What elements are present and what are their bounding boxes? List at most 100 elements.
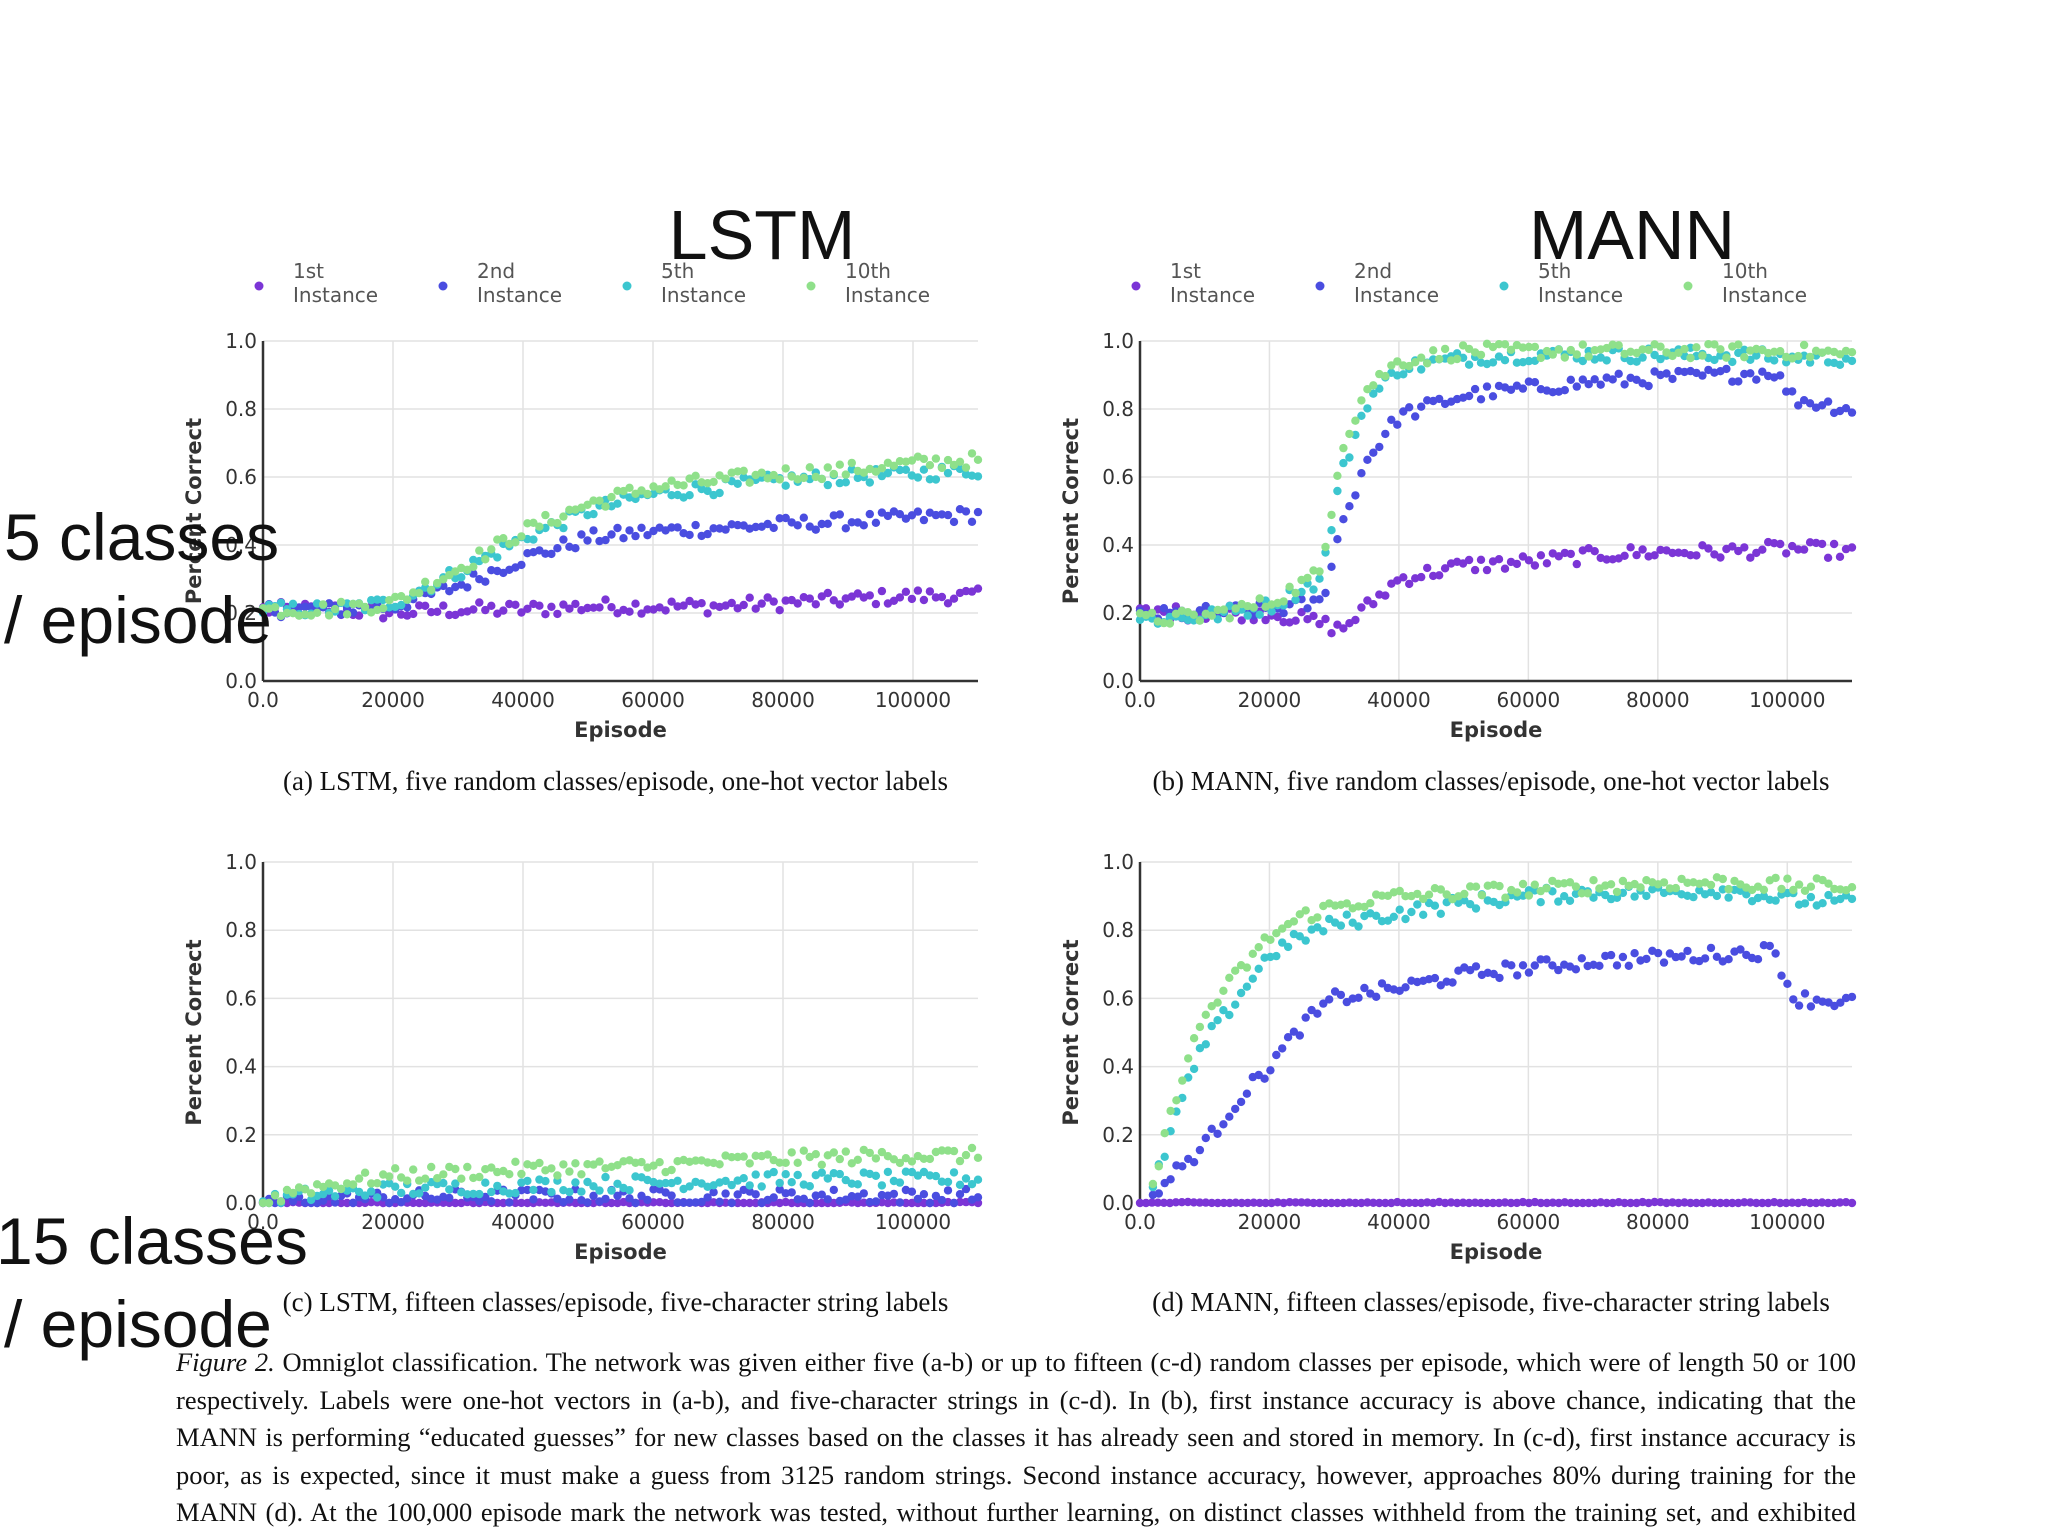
data-point xyxy=(1805,1198,1815,1208)
data-point xyxy=(300,602,310,611)
data-point xyxy=(919,595,929,605)
data-point xyxy=(1602,356,1611,365)
data-point xyxy=(1500,340,1510,349)
data-point xyxy=(1147,1198,1157,1207)
data-point xyxy=(1395,886,1404,896)
row-label-five-classes: 5 classes / episode xyxy=(4,496,279,661)
data-point xyxy=(877,1181,887,1190)
data-point xyxy=(1577,954,1587,963)
data-point xyxy=(949,1198,959,1208)
data-point xyxy=(330,1192,340,1201)
data-point xyxy=(1470,565,1480,575)
data-point xyxy=(1213,1198,1223,1208)
data-point xyxy=(379,1193,388,1202)
data-point xyxy=(1566,345,1576,355)
data-point xyxy=(1333,486,1342,496)
data-point xyxy=(1665,884,1675,893)
data-point xyxy=(1728,357,1737,367)
data-point xyxy=(1794,1001,1804,1010)
x-tick-label-b: 60000 xyxy=(1497,688,1561,712)
data-point xyxy=(877,586,887,596)
y-axis-label-a: Percent Correct xyxy=(182,418,206,604)
data-point xyxy=(889,1189,899,1199)
data-point xyxy=(1606,880,1616,889)
data-point xyxy=(1513,888,1522,897)
data-point xyxy=(763,593,772,602)
legend-marker-5th-a xyxy=(622,281,632,291)
data-point xyxy=(1177,1198,1187,1207)
data-point xyxy=(1835,360,1845,369)
data-point xyxy=(1632,357,1641,366)
data-point xyxy=(601,1194,610,1204)
data-point xyxy=(1671,883,1681,893)
data-point xyxy=(1460,889,1469,899)
data-point xyxy=(1435,571,1444,580)
data-point xyxy=(613,486,622,495)
data-point xyxy=(883,468,893,478)
data-point xyxy=(1632,550,1641,560)
data-point xyxy=(511,538,520,547)
data-point xyxy=(751,522,760,532)
data-point xyxy=(1419,894,1428,904)
data-point xyxy=(1536,1198,1546,1208)
data-point xyxy=(1401,914,1410,924)
data-point xyxy=(1601,890,1610,900)
series-10th-c xyxy=(258,1143,983,1208)
x-tick-label-a: 60000 xyxy=(621,688,685,712)
data-point xyxy=(1811,1198,1821,1208)
data-point xyxy=(451,1179,460,1188)
data-point xyxy=(445,1185,454,1194)
data-point xyxy=(865,509,874,519)
data-point xyxy=(565,604,574,613)
data-point xyxy=(955,1190,965,1199)
data-point xyxy=(751,1190,760,1199)
data-point xyxy=(937,1195,947,1205)
data-point xyxy=(1423,359,1432,368)
data-point xyxy=(817,474,826,484)
data-point xyxy=(258,604,268,613)
data-point xyxy=(919,1198,929,1208)
data-point xyxy=(1301,936,1310,945)
data-point xyxy=(475,1172,484,1182)
data-point xyxy=(1342,899,1352,908)
data-point xyxy=(511,1198,520,1208)
data-point xyxy=(276,598,286,607)
data-point xyxy=(649,489,658,499)
data-point xyxy=(775,514,784,523)
y-tick-label-b: 0.2 xyxy=(1102,601,1134,625)
data-point xyxy=(847,458,856,468)
data-point xyxy=(589,1182,598,1191)
data-point xyxy=(1704,340,1713,349)
data-point xyxy=(1452,1198,1462,1208)
data-point xyxy=(1608,375,1617,384)
data-point xyxy=(901,1167,911,1176)
data-point xyxy=(487,1163,496,1172)
data-point xyxy=(1788,1198,1797,1207)
data-point xyxy=(1824,890,1833,900)
data-point xyxy=(348,1180,358,1189)
row-label-fifteen-classes: 15 classes / episode xyxy=(0,1200,308,1365)
data-point xyxy=(799,1194,808,1204)
data-point xyxy=(913,473,923,482)
data-point xyxy=(547,1164,556,1173)
data-point xyxy=(1375,1198,1384,1208)
data-point xyxy=(1536,551,1546,560)
data-point xyxy=(631,1198,640,1208)
data-point xyxy=(1154,1162,1164,1171)
data-point xyxy=(1824,879,1833,888)
x-tick-label-a: 100000 xyxy=(875,688,951,712)
data-point xyxy=(1788,387,1797,396)
data-point xyxy=(1375,442,1384,452)
data-point xyxy=(1363,385,1372,394)
data-point xyxy=(1571,882,1581,891)
data-point xyxy=(541,1176,550,1186)
data-point xyxy=(1339,515,1348,524)
data-point xyxy=(517,1198,526,1208)
data-point xyxy=(1448,978,1457,987)
data-point xyxy=(1590,375,1599,384)
data-point xyxy=(799,513,808,522)
data-point xyxy=(925,461,935,470)
data-point xyxy=(1319,999,1328,1008)
data-point xyxy=(661,1198,670,1208)
